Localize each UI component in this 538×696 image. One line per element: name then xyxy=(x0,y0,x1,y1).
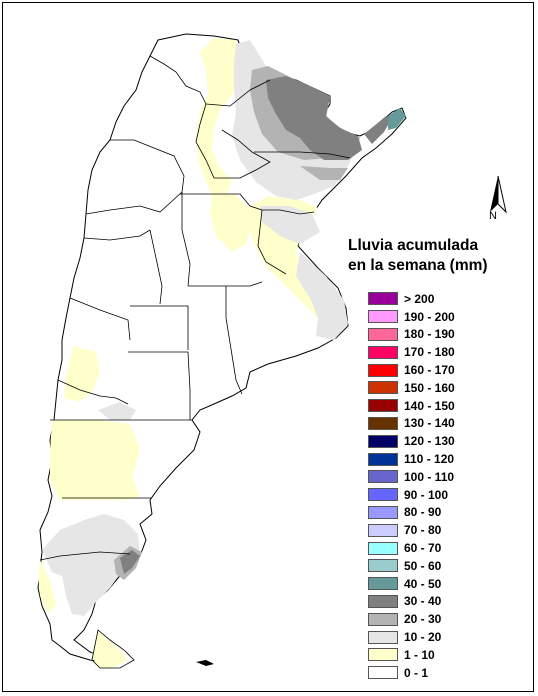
legend-item: 1 - 10 xyxy=(368,646,455,664)
legend-swatch xyxy=(368,381,398,395)
legend-swatch xyxy=(368,363,398,377)
legend-item: 10 - 20 xyxy=(368,628,455,646)
legend-title-line2: en la semana (mm) xyxy=(348,257,488,274)
legend-label: 180 - 190 xyxy=(404,327,455,342)
legend-label: 170 - 180 xyxy=(404,345,455,360)
legend-item: 190 - 200 xyxy=(368,308,455,326)
legend-label: > 200 xyxy=(404,291,435,306)
legend-label: 190 - 200 xyxy=(404,309,455,324)
legend-item: 70 - 80 xyxy=(368,521,455,539)
legend-swatch xyxy=(368,292,398,306)
legend-label: 30 - 40 xyxy=(404,594,442,609)
legend-swatch xyxy=(368,310,398,324)
legend-item: 130 - 140 xyxy=(368,415,455,433)
legend-label: 40 - 50 xyxy=(404,576,442,591)
rain-zone-30-40 xyxy=(120,76,392,574)
legend-item: 20 - 30 xyxy=(368,610,455,628)
legend-label: 1 - 10 xyxy=(404,647,435,662)
north-label: N xyxy=(489,210,497,222)
legend-swatch xyxy=(368,416,398,430)
legend-item: 170 - 180 xyxy=(368,343,455,361)
legend-swatch xyxy=(368,612,398,626)
province-boundaries xyxy=(39,55,351,561)
legend-label: 90 - 100 xyxy=(404,487,449,502)
legend-label: 150 - 160 xyxy=(404,380,455,395)
legend-swatch xyxy=(368,327,398,341)
legend-label: 130 - 140 xyxy=(404,416,455,431)
rain-zone-40-50 xyxy=(388,108,406,130)
legend-swatch xyxy=(368,434,398,448)
legend-item: 110 - 120 xyxy=(368,450,455,468)
legend-swatch xyxy=(368,648,398,662)
legend-label: 50 - 60 xyxy=(404,558,442,573)
legend-label: 140 - 150 xyxy=(404,398,455,413)
legend-swatch xyxy=(368,666,398,680)
legend-label: 80 - 90 xyxy=(404,505,442,520)
legend-label: 20 - 30 xyxy=(404,612,442,627)
legend-item: 60 - 70 xyxy=(368,539,455,557)
legend-item: > 200 xyxy=(368,290,455,308)
legend-title-line1: Lluvia acumulada xyxy=(348,237,479,254)
legend-swatch xyxy=(368,505,398,519)
legend-item: 90 - 100 xyxy=(368,486,455,504)
legend-label: 10 - 20 xyxy=(404,630,442,645)
legend-swatch xyxy=(368,594,398,608)
tierra-del-fuego xyxy=(91,629,135,669)
legend-swatch xyxy=(368,541,398,555)
legend-label: 60 - 70 xyxy=(404,541,442,556)
legend-item: 150 - 160 xyxy=(368,379,455,397)
legend-swatch xyxy=(368,488,398,502)
legend-label: 0 - 1 xyxy=(404,665,429,680)
legend-item: 80 - 90 xyxy=(368,504,455,522)
legend-item: 100 - 110 xyxy=(368,468,455,486)
legend-swatch xyxy=(368,452,398,466)
legend-item: 50 - 60 xyxy=(368,557,455,575)
legend-item: 180 - 190 xyxy=(368,326,455,344)
legend-swatch xyxy=(368,345,398,359)
legend-item: 0 - 1 xyxy=(368,664,455,682)
legend-item: 40 - 50 xyxy=(368,575,455,593)
legend-item: 120 - 130 xyxy=(368,432,455,450)
legend-item: 160 - 170 xyxy=(368,361,455,379)
islands xyxy=(196,660,214,666)
legend-swatch xyxy=(368,470,398,484)
legend-title: Lluvia acumulada en la semana (mm) xyxy=(348,236,528,276)
legend-swatch xyxy=(368,523,398,537)
north-arrow-icon xyxy=(490,175,507,214)
legend: > 200 190 - 200 180 - 190 170 - 180 160 - 17… xyxy=(368,290,455,682)
legend-swatch xyxy=(368,399,398,413)
legend-item: 30 - 40 xyxy=(368,593,455,611)
legend-swatch xyxy=(368,559,398,573)
legend-label: 100 - 110 xyxy=(404,469,455,484)
legend-label: 160 - 170 xyxy=(404,363,455,378)
legend-swatch xyxy=(368,577,398,591)
legend-swatch xyxy=(368,630,398,644)
legend-label: 120 - 130 xyxy=(404,434,455,449)
legend-label: 110 - 120 xyxy=(404,452,455,467)
legend-label: 70 - 80 xyxy=(404,523,442,538)
legend-item: 140 - 150 xyxy=(368,397,455,415)
